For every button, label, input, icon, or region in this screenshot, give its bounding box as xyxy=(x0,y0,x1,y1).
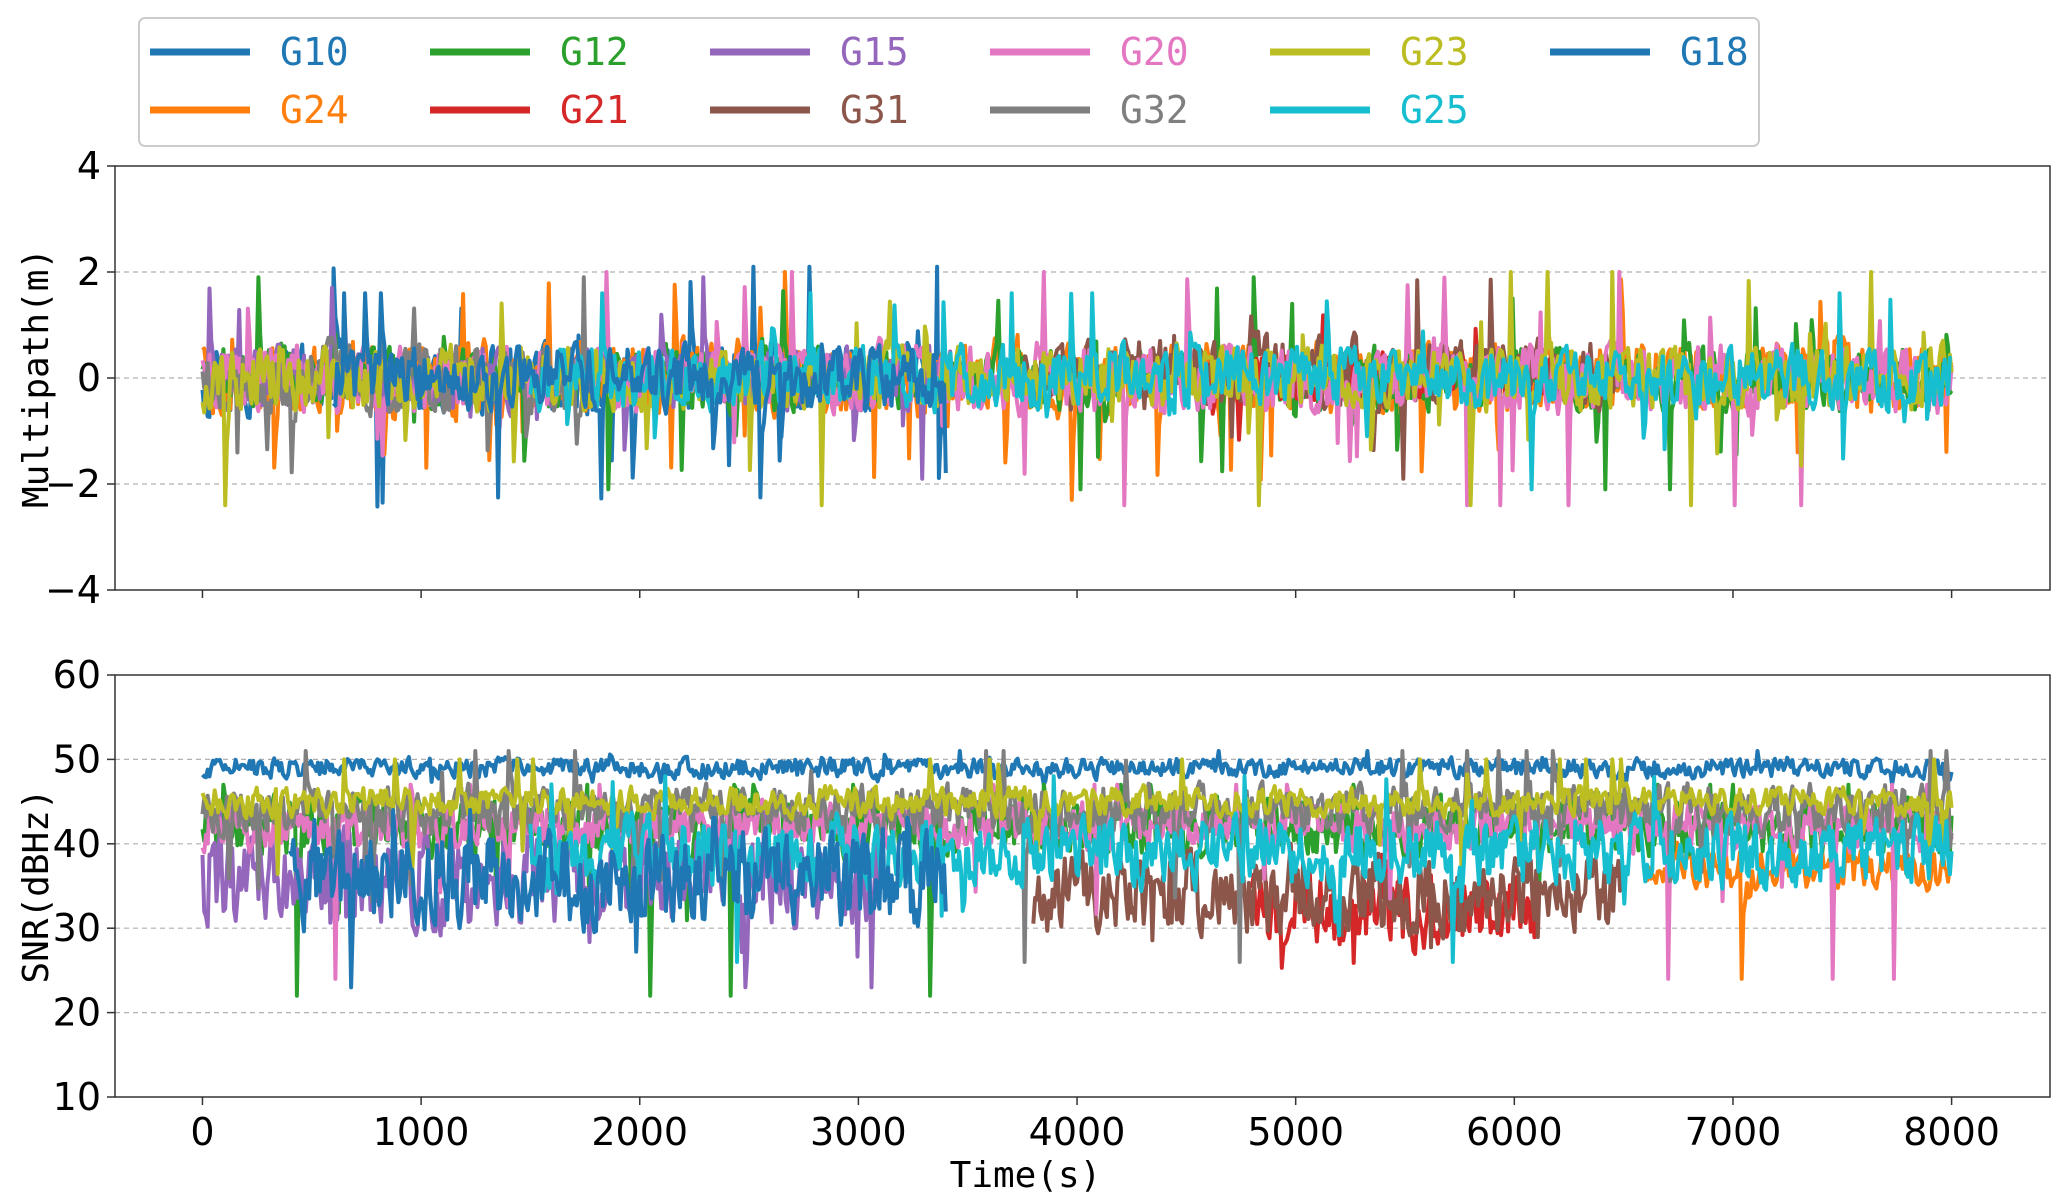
x-tick-label: 7000 xyxy=(1685,1110,1782,1154)
legend-label: G10 xyxy=(280,30,349,74)
y-axis-label: Multipath(m) xyxy=(16,248,57,508)
legend-entry-g12: G12 xyxy=(430,30,629,74)
y-tick-label: 50 xyxy=(53,737,101,781)
legend-label: G31 xyxy=(840,88,909,132)
x-tick-label: 4000 xyxy=(1029,1110,1126,1154)
axes-frame xyxy=(114,674,2051,1098)
legend-label: G15 xyxy=(840,30,909,74)
series-line-g32 xyxy=(200,749,1954,964)
y-tick-label: 2 xyxy=(77,250,101,294)
legend-entry-g24: G24 xyxy=(150,88,349,132)
y-tick-label: 0 xyxy=(77,356,101,400)
y-tick-label: 10 xyxy=(53,1075,101,1119)
x-tick-label: 0 xyxy=(190,1110,214,1154)
y-tick-label: 60 xyxy=(53,653,101,697)
legend-label: G25 xyxy=(1400,88,1469,132)
legend-label: G32 xyxy=(1120,88,1189,132)
series-group xyxy=(200,749,1954,998)
legend-label: G21 xyxy=(560,88,629,132)
legend-label: G12 xyxy=(560,30,629,74)
series-line-g32 xyxy=(200,275,598,475)
y-tick-label: 30 xyxy=(53,906,101,950)
legend-entry-g31: G31 xyxy=(710,88,909,132)
legend-label: G23 xyxy=(1400,30,1469,74)
legend-entry-g32: G32 xyxy=(990,88,1189,132)
y-tick-label: −4 xyxy=(45,568,101,612)
legend-entry-g18: G18 xyxy=(1550,30,1749,74)
x-tick-label: 8000 xyxy=(1903,1110,2000,1154)
series-line-g18 xyxy=(332,291,948,501)
legend-entry-g10: G10 xyxy=(150,30,349,74)
x-axis-label: Time(s) xyxy=(950,1155,1102,1196)
y-tick-label: 4 xyxy=(77,144,101,188)
x-tick-label: 2000 xyxy=(591,1110,688,1154)
legend-label: G20 xyxy=(1120,30,1189,74)
series-line-g25 xyxy=(528,291,1952,492)
legend-entry-g20: G20 xyxy=(990,30,1189,74)
legend-entry-g21: G21 xyxy=(430,88,629,132)
legend-frame xyxy=(138,17,1760,147)
snr-panel: 60 50 40 30 20 10 0 1000 2000 3000 4000 5000 6000 700… xyxy=(16,653,2051,1196)
series-line-g18 xyxy=(288,808,948,990)
x-tick-label: 1000 xyxy=(373,1110,470,1154)
series-line-g23 xyxy=(200,757,1954,886)
legend-label: G24 xyxy=(280,88,349,132)
legend-entry-g23: G23 xyxy=(1270,30,1469,74)
y-axis-label: SNR(dBHz) xyxy=(16,788,57,983)
series-line-g10 xyxy=(201,749,1954,787)
legend-label: G18 xyxy=(1680,30,1749,74)
multipath-panel: 4 2 0 −2 −4 Multipath(m) xyxy=(16,144,2051,612)
x-tick-label: 3000 xyxy=(810,1110,907,1154)
legend-entry-g25: G25 xyxy=(1270,88,1469,132)
legend: G10 G12 G15 G20 G23 G18 G24 G21 G31 G32 G25 xyxy=(138,17,1760,147)
legend-entry-g15: G15 xyxy=(710,30,909,74)
y-tick-label: 20 xyxy=(53,991,101,1035)
series-group xyxy=(200,264,1954,509)
y-tick-label: 40 xyxy=(53,822,101,866)
y-tick-label: −2 xyxy=(45,462,101,506)
x-tick-label: 6000 xyxy=(1466,1110,1563,1154)
x-tick-label: 5000 xyxy=(1247,1110,1344,1154)
